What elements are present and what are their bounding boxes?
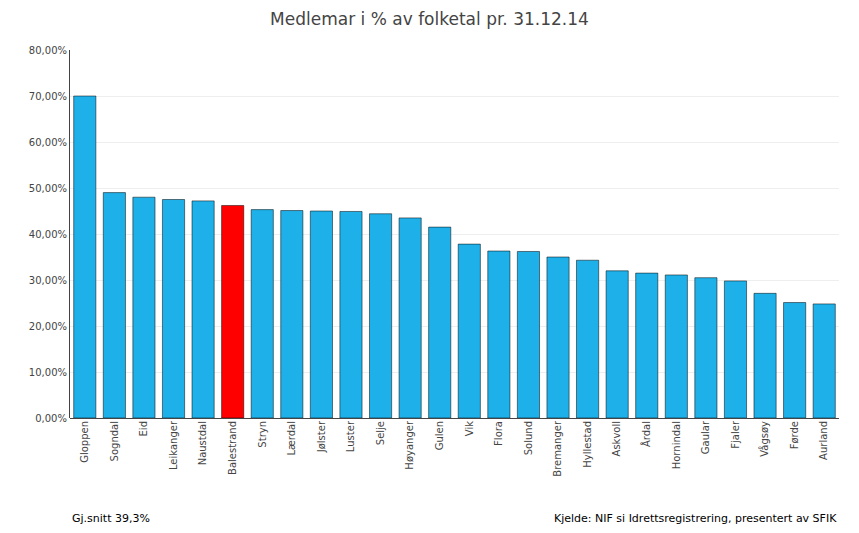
svg-text:Leikanger: Leikanger — [168, 420, 179, 470]
svg-text:Gj.snitt 39,3%: Gj.snitt 39,3% — [72, 512, 150, 525]
svg-text:Førde: Førde — [789, 421, 800, 449]
svg-text:Gaular: Gaular — [700, 420, 711, 454]
svg-text:Solund: Solund — [523, 421, 534, 455]
svg-text:60,00%: 60,00% — [29, 137, 67, 148]
svg-text:Gloppen: Gloppen — [79, 421, 90, 463]
svg-text:Sogndal: Sogndal — [109, 421, 120, 461]
svg-text:Balestrand: Balestrand — [227, 421, 238, 475]
svg-text:Naustdal: Naustdal — [197, 421, 208, 465]
svg-text:Årdal: Årdal — [640, 421, 652, 447]
svg-text:40,00%: 40,00% — [29, 229, 67, 240]
svg-text:Hornindal: Hornindal — [671, 421, 682, 469]
svg-text:80,00%: 80,00% — [29, 45, 67, 56]
svg-text:Gulen: Gulen — [434, 421, 445, 450]
svg-text:Askvoll: Askvoll — [611, 421, 622, 456]
svg-text:20,00%: 20,00% — [29, 321, 67, 332]
svg-text:Stryn: Stryn — [257, 421, 268, 448]
svg-text:50,00%: 50,00% — [29, 183, 67, 194]
svg-text:Vågsøy: Vågsøy — [758, 421, 770, 457]
svg-text:Fjaler: Fjaler — [730, 420, 741, 449]
svg-text:30,00%: 30,00% — [29, 275, 67, 286]
svg-text:Flora: Flora — [493, 421, 504, 446]
svg-text:Hyllestad: Hyllestad — [582, 421, 593, 468]
svg-text:Jølster: Jølster — [316, 420, 327, 453]
svg-text:10,00%: 10,00% — [29, 367, 67, 378]
svg-text:Medlemar i % av folketal pr. 3: Medlemar i % av folketal pr. 31.12.14 — [270, 9, 589, 29]
svg-text:Lærdal: Lærdal — [286, 421, 297, 456]
svg-text:Høyanger: Høyanger — [404, 420, 415, 470]
svg-text:Kjelde: NIF si Idrettsregistre: Kjelde: NIF si Idrettsregistrering, pres… — [554, 512, 837, 525]
svg-text:Selje: Selje — [375, 421, 386, 445]
svg-text:Eid: Eid — [138, 421, 149, 436]
svg-text:Vik: Vik — [464, 421, 475, 436]
svg-text:Aurland: Aurland — [818, 421, 829, 460]
svg-text:0,00%: 0,00% — [35, 413, 67, 424]
svg-text:70,00%: 70,00% — [29, 91, 67, 102]
svg-text:Bremanger: Bremanger — [552, 420, 563, 477]
svg-text:Luster: Luster — [345, 420, 356, 452]
